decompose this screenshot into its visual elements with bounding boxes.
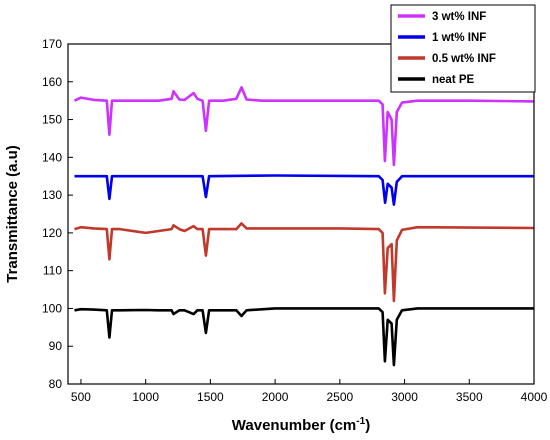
x-axis-title: Wavenumber (cm-1) (232, 416, 370, 434)
x-axis-title-close: ) (365, 417, 370, 434)
legend-label-2: 1 wt% INF (432, 32, 486, 44)
x-axis-title-superscript: -1 (356, 416, 365, 427)
series-line-3 (74, 222, 535, 303)
x-tick-label: 1500 (197, 390, 224, 404)
legend-entries: 3 wt% INF 1 wt% INF 0.5 wt% INF neat PE (398, 11, 496, 86)
y-tick-label: 120 (42, 226, 62, 240)
x-tick-label: 1000 (132, 390, 159, 404)
y-tick-label: 140 (42, 150, 62, 164)
series-line-1 (73, 86, 535, 167)
legend-label-4: neat PE (432, 74, 475, 86)
x-axis-title-main: Wavenumber (cm (232, 417, 356, 434)
ticks-layer: 500 1000 1500 2000 2500 3000 3500 4000 80 90 100 11… (42, 37, 548, 404)
series-line-4 (74, 307, 534, 367)
legend-label-3: 0.5 wt% INF (432, 53, 496, 65)
y-tick-label: 90 (49, 339, 63, 353)
x-tick-label: 500 (71, 390, 91, 404)
legend-label-1: 3 wt% INF (432, 11, 486, 23)
y-tick-label: 130 (42, 188, 62, 202)
legend: 3 wt% INF 1 wt% INF 0.5 wt% INF neat PE (390, 4, 536, 93)
y-axis-title: Transmittance (a.u) (4, 145, 21, 283)
y-tick-label: 100 (42, 301, 62, 315)
y-tick-label: 80 (49, 377, 63, 391)
series-line-2 (74, 174, 534, 206)
plot-frame (67, 43, 535, 385)
y-tick-label: 110 (43, 264, 62, 278)
x-tick-label: 4000 (521, 390, 548, 404)
y-tick-label: 160 (42, 75, 62, 89)
x-tick-label: 2500 (326, 390, 353, 404)
x-tick-label: 3500 (456, 390, 483, 404)
y-tick-label: 170 (42, 37, 62, 51)
x-tick-label: 3000 (391, 390, 418, 404)
x-tick-label: 2000 (262, 390, 289, 404)
series-layer (73, 86, 535, 367)
y-tick-label: 150 (42, 113, 62, 127)
